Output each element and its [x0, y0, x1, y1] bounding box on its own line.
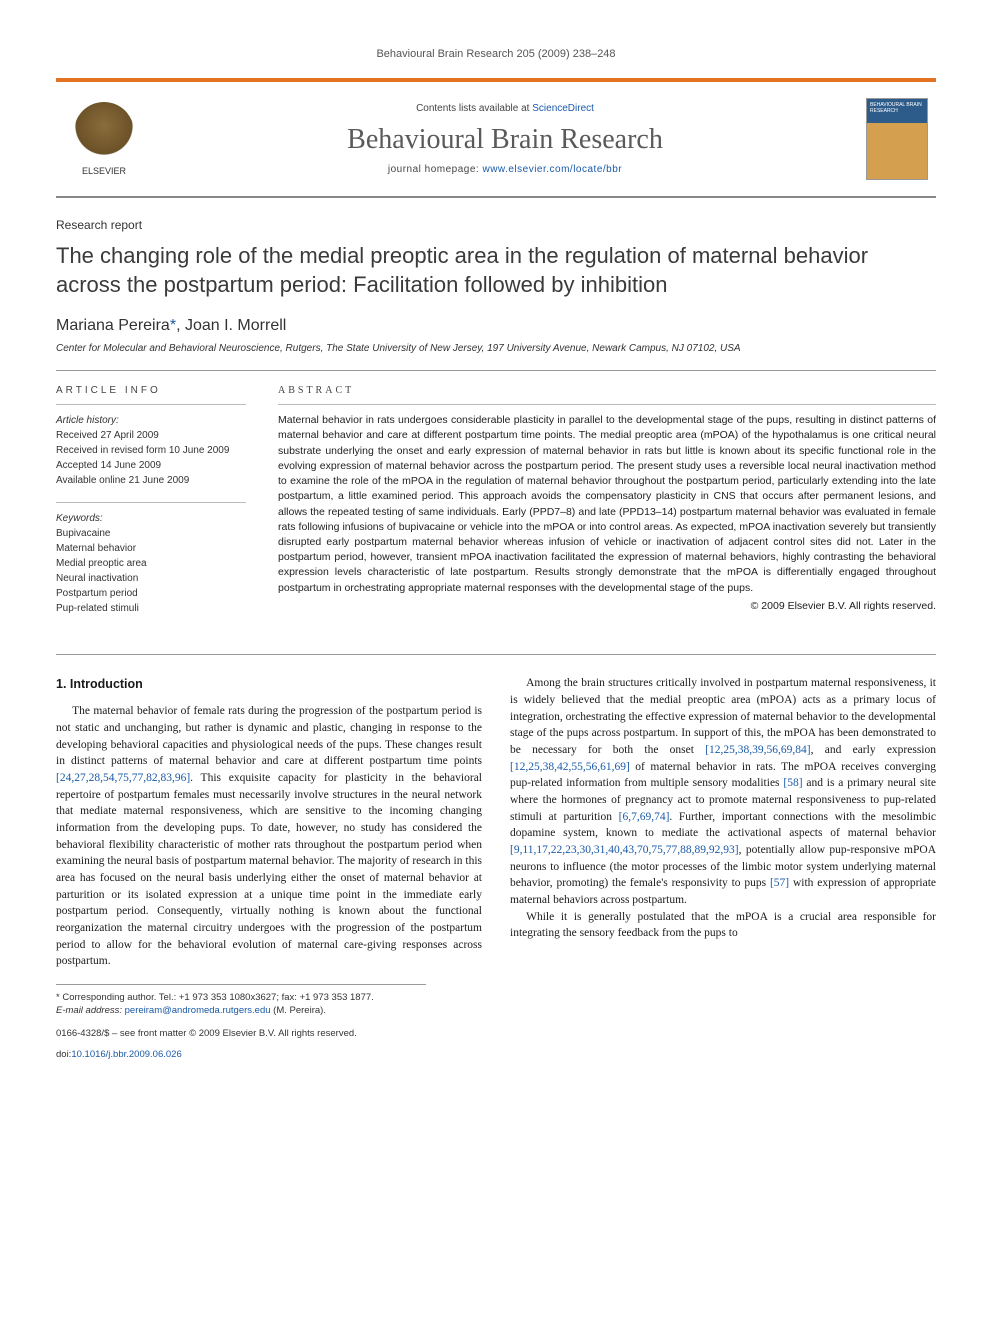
homepage-prefix: journal homepage: [388, 164, 483, 175]
intro-paragraph-1: The maternal behavior of female rats dur… [56, 703, 482, 970]
p1-text: The maternal behavior of female rats dur… [56, 705, 482, 767]
divider [56, 370, 936, 371]
history-revised: Received in revised form 10 June 2009 [56, 445, 229, 456]
cover-image-icon: BEHAVIOURAL BRAIN RESEARCH [866, 98, 928, 180]
abstract-copyright: © 2009 Elsevier B.V. All rights reserved… [278, 600, 936, 612]
body-text: 1. Introduction The maternal behavior of… [56, 675, 936, 970]
sciencedirect-link[interactable]: ScienceDirect [532, 103, 594, 114]
running-head: Behavioural Brain Research 205 (2009) 23… [56, 48, 936, 60]
abstract: ABSTRACT Maternal behavior in rats under… [278, 385, 936, 630]
article-info: ARTICLE INFO Article history: Received 2… [56, 385, 246, 630]
keyword: Pup-related stimuli [56, 603, 139, 614]
doi-label: doi: [56, 1049, 71, 1060]
history-online: Available online 21 June 2009 [56, 475, 189, 486]
ref-link[interactable]: [12,25,38,42,55,56,61,69] [510, 761, 630, 773]
keyword: Maternal behavior [56, 543, 136, 554]
report-type: Research report [56, 218, 936, 232]
intro-paragraph-2: Among the brain structures critically in… [510, 675, 936, 908]
author-2: , Joan I. Morrell [176, 317, 286, 334]
thumb-label: BEHAVIOURAL BRAIN RESEARCH [870, 102, 922, 114]
corresponding-author-note: * Corresponding author. Tel.: +1 973 353… [56, 991, 426, 1004]
email-suffix: (M. Pereira). [271, 1005, 326, 1016]
ref-link[interactable]: [24,27,28,54,75,77,82,83,96] [56, 772, 190, 784]
doi-line: doi:10.1016/j.bbr.2009.06.026 [56, 1049, 936, 1060]
article-info-head: ARTICLE INFO [56, 385, 246, 396]
footnotes: * Corresponding author. Tel.: +1 973 353… [56, 984, 426, 1018]
keyword: Medial preoptic area [56, 558, 147, 569]
elsevier-logo: ELSEVIER [56, 82, 152, 196]
elsevier-label: ELSEVIER [82, 166, 126, 176]
journal-homepage: journal homepage: www.elsevier.com/locat… [160, 164, 850, 175]
keywords-label: Keywords: [56, 513, 103, 524]
ref-link[interactable]: [6,7,69,74] [619, 811, 670, 823]
history-received: Received 27 April 2009 [56, 430, 159, 441]
p1b-text: . This exquisite capacity for plasticity… [56, 772, 482, 934]
keyword: Postpartum period [56, 588, 138, 599]
doi-link[interactable]: 10.1016/j.bbr.2009.06.026 [71, 1049, 181, 1060]
ref-link[interactable]: [58] [783, 777, 802, 789]
keyword: Neural inactivation [56, 573, 138, 584]
header-center: Contents lists available at ScienceDirec… [152, 82, 858, 196]
front-matter-line: 0166-4328/$ – see front matter © 2009 El… [56, 1028, 936, 1039]
divider [56, 654, 936, 655]
contents-prefix: Contents lists available at [416, 103, 532, 114]
ref-link[interactable]: [12,25,38,39,56,69,84] [705, 744, 810, 756]
history-label: Article history: [56, 415, 119, 426]
ref-link[interactable]: [9,11,17,22,23,30,31,40,43,70,75,77,88,8… [510, 844, 739, 856]
homepage-link[interactable]: www.elsevier.com/locate/bbr [482, 164, 622, 175]
abstract-head: ABSTRACT [278, 385, 936, 396]
article-title: The changing role of the medial preoptic… [56, 242, 936, 299]
ref-link[interactable]: [57] [770, 877, 789, 889]
author-1: Mariana Pereira [56, 317, 170, 334]
journal-name: Behavioural Brain Research [160, 124, 850, 156]
email-label: E-mail address: [56, 1005, 125, 1016]
abstract-text: Maternal behavior in rats undergoes cons… [278, 413, 936, 596]
info-abstract-row: ARTICLE INFO Article history: Received 2… [56, 385, 936, 630]
email-line: E-mail address: pereiram@andromeda.rutge… [56, 1004, 426, 1017]
keyword: Bupivacaine [56, 528, 110, 539]
p2b-text: , and early expression [811, 744, 936, 756]
elsevier-tree-icon [74, 102, 134, 162]
keywords-block: Keywords: Bupivacaine Maternal behavior … [56, 511, 246, 616]
authors: Mariana Pereira*, Joan I. Morrell [56, 317, 936, 335]
intro-paragraph-3: While it is generally postulated that th… [510, 909, 936, 942]
email-link[interactable]: pereiram@andromeda.rutgers.edu [125, 1005, 271, 1016]
section-head-intro: 1. Introduction [56, 675, 482, 693]
history-accepted: Accepted 14 June 2009 [56, 460, 161, 471]
journal-header: ELSEVIER Contents lists available at Sci… [56, 78, 936, 198]
affiliation: Center for Molecular and Behavioral Neur… [56, 343, 936, 354]
contents-available: Contents lists available at ScienceDirec… [160, 103, 850, 114]
journal-cover-thumb: BEHAVIOURAL BRAIN RESEARCH [858, 82, 936, 196]
article-history: Article history: Received 27 April 2009 … [56, 413, 246, 488]
